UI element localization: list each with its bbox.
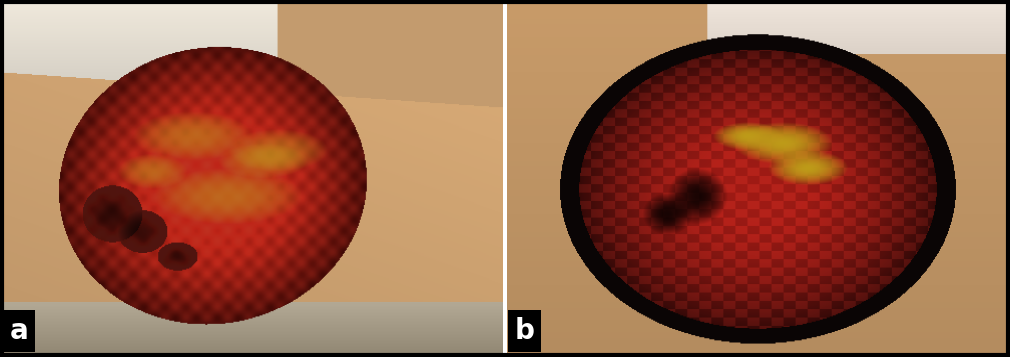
Text: a: a — [9, 317, 28, 345]
Text: b: b — [514, 317, 534, 345]
